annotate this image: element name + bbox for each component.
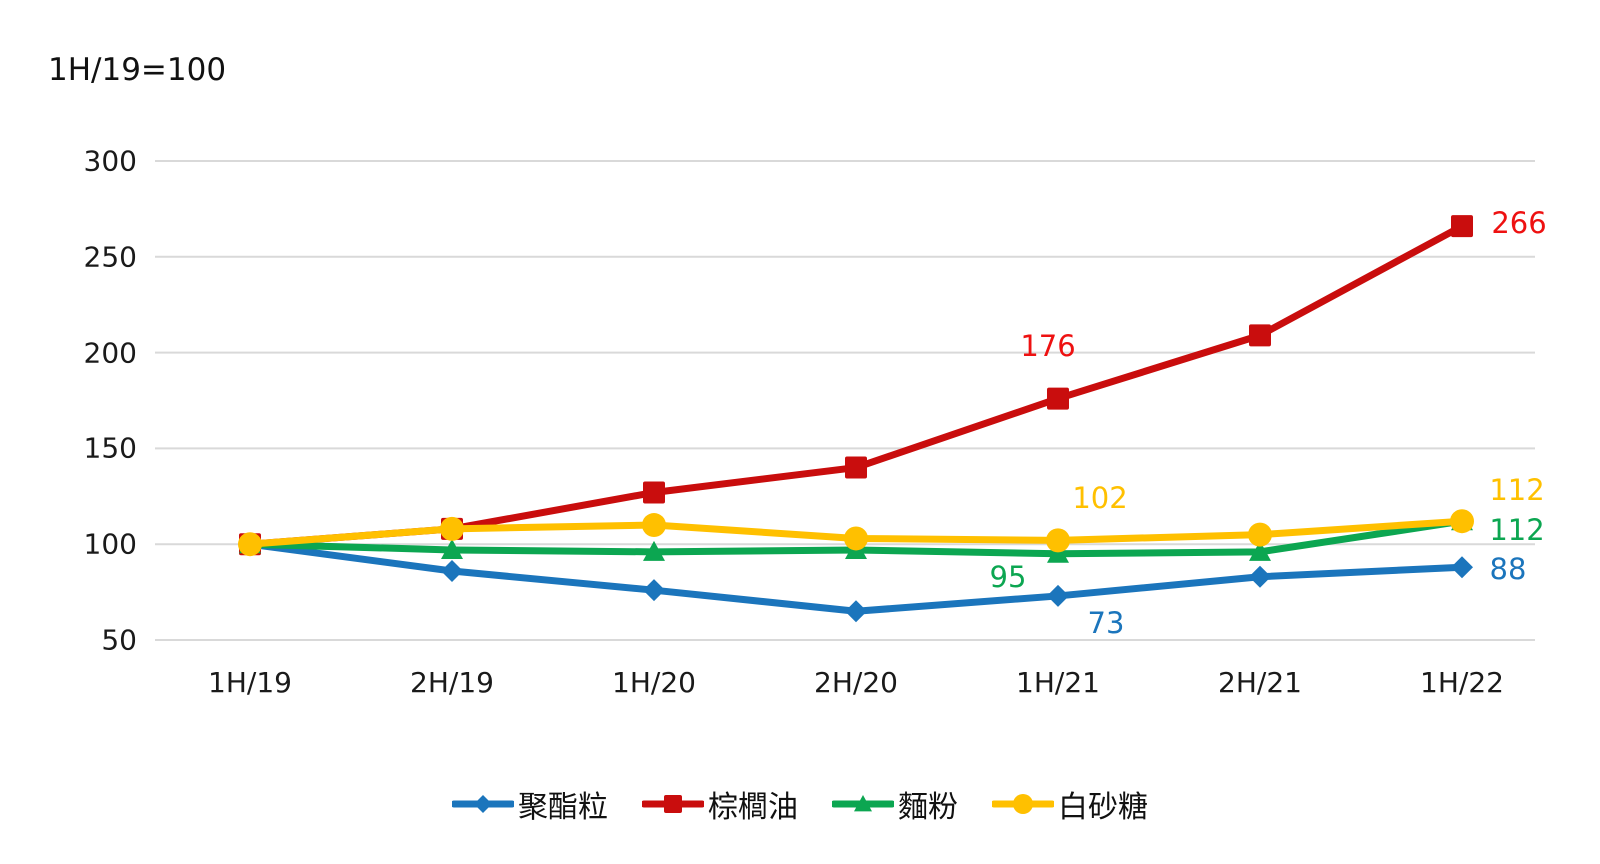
y-tick-50: 50 — [101, 623, 137, 657]
data-label-白砂糖-102: 102 — [1072, 481, 1128, 516]
x-tick-1H/19: 1H/19 — [208, 666, 292, 699]
series-棕櫚油 — [239, 215, 1473, 556]
x-tick-1H/22: 1H/22 — [1420, 666, 1504, 699]
triangle-marker — [441, 538, 463, 559]
triangle-legend-swatch — [832, 795, 894, 812]
circle-marker — [440, 516, 464, 541]
y-tick-150: 150 — [83, 431, 137, 465]
legend-item-棕櫚油: 棕櫚油 — [642, 782, 798, 826]
y-tick-200: 200 — [83, 336, 137, 370]
series-白砂糖 — [238, 509, 1474, 557]
chart-note: 1H/19=100 — [48, 52, 227, 88]
x-tick-1H/21: 1H/21 — [1016, 666, 1100, 699]
diamond-legend-swatch — [452, 795, 514, 813]
legend-label: 棕櫚油 — [708, 790, 798, 825]
legend-item-聚酯粒: 聚酯粒 — [452, 782, 608, 826]
diamond-marker — [441, 560, 463, 583]
triangle-marker — [1047, 542, 1069, 563]
x-tick-1H/20: 1H/20 — [612, 666, 696, 699]
legend-label: 白砂糖 — [1058, 790, 1148, 825]
diamond-marker — [845, 600, 867, 623]
data-label-聚酯粒-73: 73 — [1087, 605, 1125, 640]
y-tick-250: 250 — [83, 240, 137, 274]
x-tick-2H/21: 2H/21 — [1218, 666, 1302, 699]
chart-legend: 聚酯粒 棕櫚油 麵粉 白砂糖 — [0, 782, 1600, 826]
square-marker — [1451, 215, 1473, 238]
triangle-marker — [1249, 540, 1271, 561]
data-label-棕櫚油-266: 266 — [1491, 206, 1547, 241]
data-label-白砂糖-112: 112 — [1489, 473, 1545, 508]
data-label-麵粉-112: 112 — [1489, 513, 1545, 548]
legend-label: 聚酯粒 — [518, 790, 608, 825]
y-tick-300: 300 — [83, 144, 137, 178]
circle-marker — [1450, 509, 1474, 534]
square-icon — [664, 795, 682, 813]
data-label-麵粉-95: 95 — [989, 559, 1027, 594]
legend-item-白砂糖: 白砂糖 — [992, 782, 1148, 826]
circle-marker — [642, 513, 666, 538]
circle-marker — [1046, 528, 1070, 553]
square-marker — [643, 481, 665, 504]
circle-marker — [238, 532, 262, 557]
diamond-marker — [1047, 584, 1069, 607]
y-tick-100: 100 — [83, 527, 137, 561]
square-marker — [1249, 324, 1271, 347]
x-tick-2H/20: 2H/20 — [814, 666, 898, 699]
diamond-icon — [474, 795, 492, 813]
series-line — [246, 222, 1466, 548]
circle-marker — [844, 526, 868, 551]
legend-item-麵粉: 麵粉 — [832, 782, 958, 826]
triangle-marker — [643, 540, 665, 561]
triangle-icon — [854, 795, 872, 812]
x-tick-2H/19: 2H/19 — [410, 666, 494, 699]
square-legend-swatch — [642, 795, 704, 813]
circle-icon — [1013, 794, 1033, 814]
diamond-marker — [643, 579, 665, 602]
square-marker — [1047, 387, 1069, 410]
circle-marker — [1248, 522, 1272, 547]
diamond-marker — [1249, 565, 1271, 588]
data-label-聚酯粒-88: 88 — [1489, 552, 1527, 587]
square-marker — [845, 456, 867, 479]
diamond-marker — [1451, 556, 1473, 579]
circle-legend-swatch — [992, 794, 1054, 814]
legend-label: 麵粉 — [898, 790, 958, 825]
data-label-棕櫚油-176: 176 — [1020, 328, 1076, 363]
